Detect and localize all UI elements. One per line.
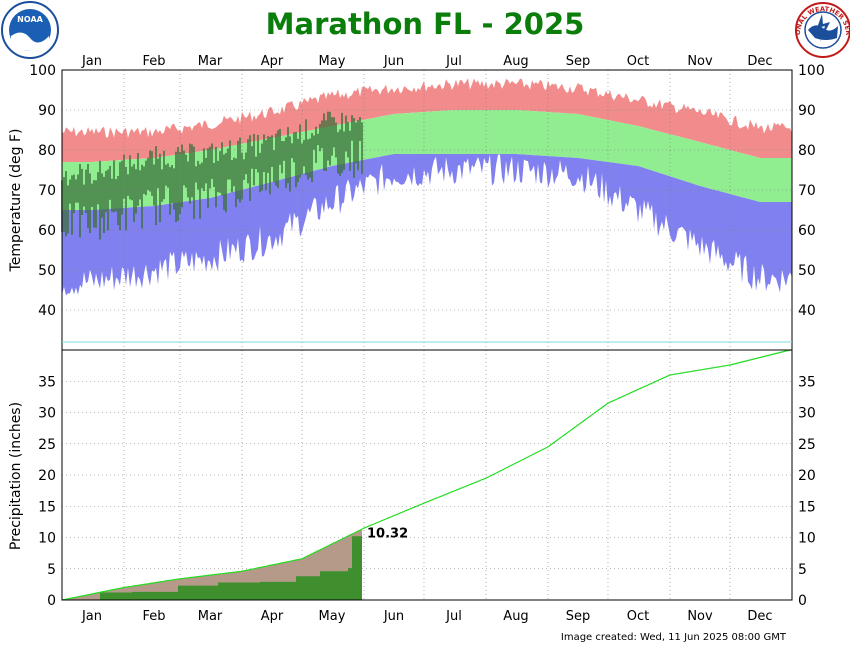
noaa-logo-icon: NOAA: [1, 1, 59, 59]
month-label-bottom: Mar: [198, 609, 223, 624]
temperature-tick-label-left: 70: [38, 183, 56, 199]
record-high-band: [62, 78, 792, 162]
month-label-top: Jul: [445, 54, 462, 69]
month-label-top: Mar: [198, 54, 223, 69]
image-created-footer: Image created: Wed, 11 Jun 2025 08:00 GM…: [561, 632, 787, 643]
precipitation-panel: 0 0 5 5 10 10 15 15 20 20 25 25 30 30 35 35: [38, 349, 816, 609]
observed-precipitation-area: [62, 535, 362, 600]
temperature-tick-label-left: 40: [38, 303, 56, 319]
month-label-top: May: [319, 54, 346, 69]
month-label-top: Apr: [261, 54, 284, 69]
record-low-band: [62, 154, 792, 296]
precipitation-tick-label-right: 25: [798, 437, 816, 453]
temperature-tick-label-left: 80: [38, 143, 56, 159]
temperature-tick-label-left: 90: [38, 103, 56, 119]
month-label-top: Jun: [383, 54, 404, 69]
temperature-tick-label-right: 40: [798, 303, 816, 319]
month-label-bottom: Oct: [627, 609, 649, 624]
month-label-bottom: Aug: [503, 609, 528, 624]
temperature-tick-label-left: 100: [29, 63, 56, 79]
month-label-bottom: Jan: [81, 609, 102, 624]
month-label-bottom: Nov: [687, 609, 713, 624]
precipitation-tick-label-left: 25: [38, 437, 56, 453]
normal-cumulative-precipitation-line: [61, 349, 792, 601]
precipitation-tick-label-right: 35: [798, 374, 816, 390]
normal-range-band: [62, 110, 792, 210]
precipitation-tick-label-right: 0: [798, 593, 807, 609]
month-label-bottom: Jul: [445, 609, 462, 624]
temperature-tick-label-right: 100: [798, 63, 825, 79]
month-labels-top: Jan Feb Mar Apr May Jun Jul Aug Sep Oct Nov Dec: [81, 54, 773, 69]
precipitation-total-label: 10.32: [367, 527, 408, 542]
precipitation-tick-label-right: 30: [798, 406, 816, 422]
temperature-tick-label-right: 60: [798, 223, 816, 239]
month-label-bottom: Jun: [383, 609, 404, 624]
temperature-tick-label-right: 80: [798, 143, 816, 159]
precipitation-tick-label-right: 5: [798, 562, 807, 578]
precipitation-tick-label-left: 30: [38, 406, 56, 422]
precipitation-tick-label-left: 15: [38, 499, 56, 515]
temperature-panel: 40 40 50 50 60 60 70 70 80 80 90 90 100 100: [29, 63, 825, 350]
precipitation-tick-label-right: 20: [798, 468, 816, 484]
month-label-bottom: Dec: [747, 609, 772, 624]
precipitation-tick-label-left: 20: [38, 468, 56, 484]
month-label-top: Dec: [747, 54, 772, 69]
month-label-top: Aug: [503, 54, 528, 69]
precipitation-tick-label-right: 15: [798, 499, 816, 515]
precipitation-axis-title: Precipitation (inches): [8, 402, 24, 550]
month-label-top: Jan: [81, 54, 102, 69]
temperature-tick-label-right: 90: [798, 103, 816, 119]
month-label-top: Oct: [627, 54, 649, 69]
precipitation-tick-label-right: 10: [798, 531, 816, 547]
month-label-bottom: Feb: [142, 609, 165, 624]
precipitation-tick-label-left: 35: [38, 374, 56, 390]
temperature-axis-title: Temperature (deg F): [8, 129, 24, 273]
precipitation-plot-frame: [61, 349, 793, 601]
month-label-bottom: Apr: [261, 609, 284, 624]
chart-title: Marathon FL - 2025: [266, 7, 585, 41]
precipitation-tick-label-left: 0: [47, 593, 56, 609]
month-label-top: Feb: [142, 54, 165, 69]
month-labels-bottom: Jan Feb Mar Apr May Jun Jul Aug Sep Oct Nov Dec: [81, 609, 773, 624]
temperature-tick-label-right: 50: [798, 263, 816, 279]
month-label-top: Nov: [687, 54, 713, 69]
noaa-logo-text: NOAA: [17, 15, 43, 24]
month-label-top: Sep: [566, 54, 591, 69]
temperature-tick-label-left: 60: [38, 223, 56, 239]
temperature-tick-label-left: 50: [38, 263, 56, 279]
month-label-bottom: Sep: [566, 609, 591, 624]
precipitation-tick-label-left: 10: [38, 531, 56, 547]
temperature-tick-label-right: 70: [798, 183, 816, 199]
precipitation-tick-label-left: 5: [47, 562, 56, 578]
month-label-bottom: May: [319, 609, 346, 624]
